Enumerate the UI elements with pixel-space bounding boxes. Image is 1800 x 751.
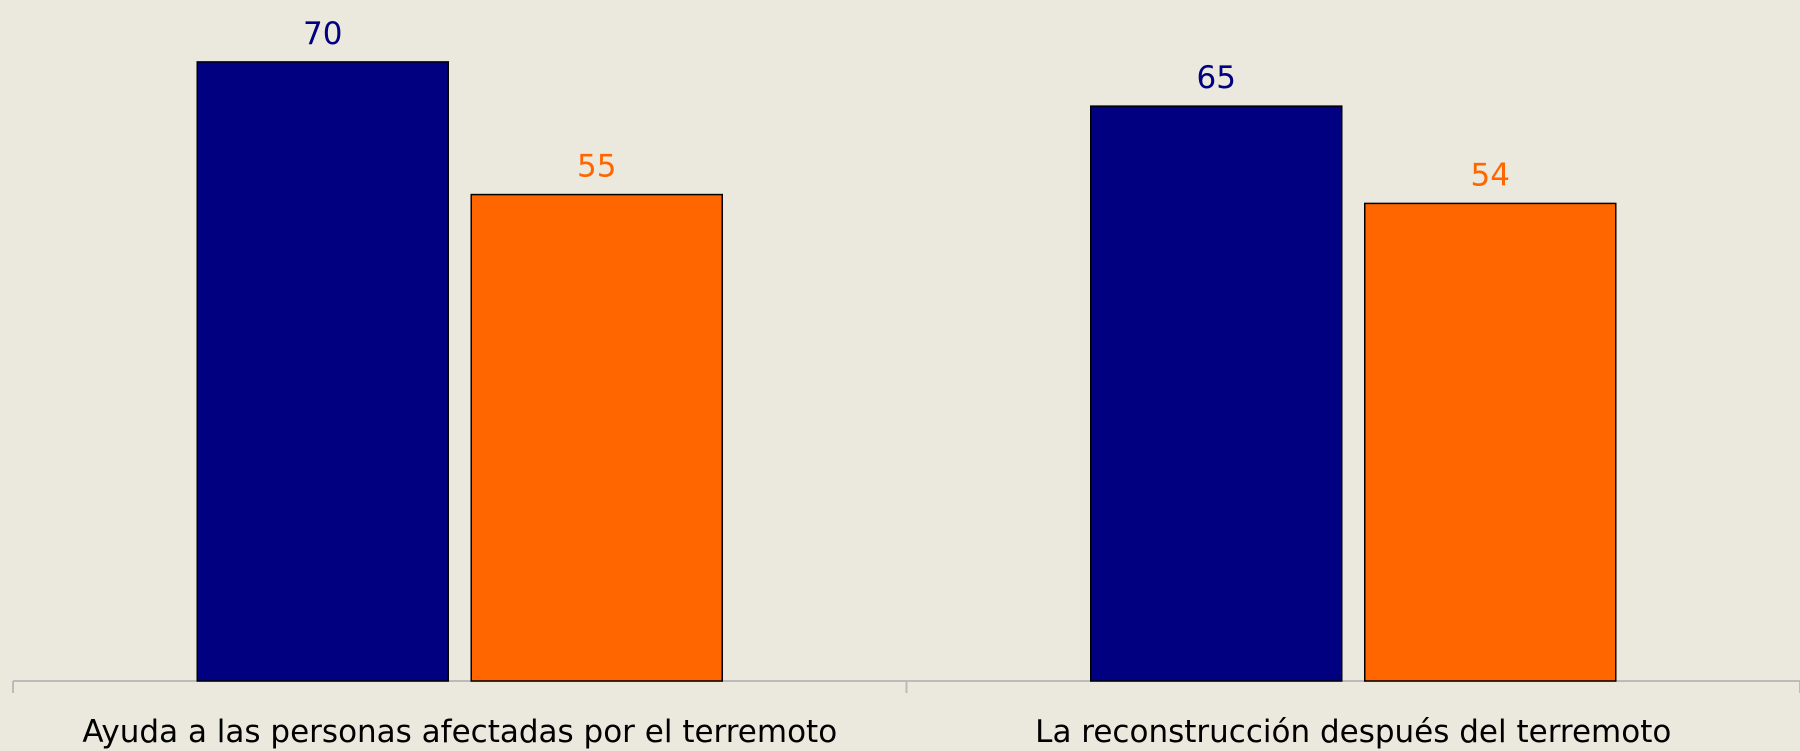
value-label: 65 (1197, 60, 1236, 96)
value-label: 55 (577, 149, 616, 185)
bar (470, 193, 723, 682)
x-tick-label: La reconstrucción después del terremoto (1035, 714, 1671, 750)
bar (196, 61, 449, 682)
x-tick-label: Ayuda a las personas afectadas por el te… (82, 714, 837, 750)
bar (1364, 202, 1617, 682)
value-label: 70 (303, 16, 342, 52)
value-label: 54 (1471, 157, 1510, 193)
bar (1090, 105, 1343, 682)
